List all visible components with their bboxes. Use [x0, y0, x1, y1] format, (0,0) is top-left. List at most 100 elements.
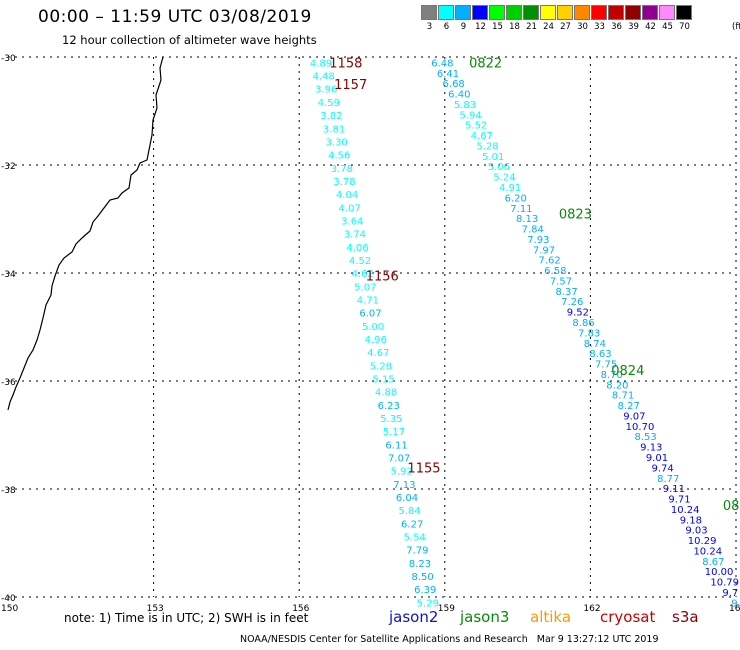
color-swatch [421, 5, 437, 20]
swh-value-label: 4.59 [318, 98, 340, 109]
swh-value-label: 10.70 [626, 422, 655, 433]
swh-value-label: 9.71 [668, 495, 690, 506]
swh-value-label: 8.67 [702, 557, 724, 568]
swh-value-label: 5.35 [380, 414, 402, 425]
legend-jason2: jason2 [389, 608, 439, 626]
swh-value-label: 3.64 [341, 216, 363, 227]
swh-value-label: 7.26 [561, 297, 583, 308]
swh-value-label: 8.20 [606, 380, 628, 391]
color-swatch [625, 5, 641, 20]
swh-value-label: 8.13 [516, 214, 538, 225]
swh-value-label: 5.54 [404, 533, 426, 544]
swh-value-label: 9.03 [685, 526, 707, 537]
lat-tick-label: -32 [1, 162, 16, 172]
swh-value-label: 10.24 [693, 546, 722, 557]
color-label: 3 [426, 22, 433, 32]
color-label: 15 [492, 22, 503, 32]
color-label: 18 [509, 22, 520, 32]
swh-value-label: 7.83 [578, 328, 600, 339]
swh-value-label: 4.06 [346, 243, 368, 254]
swh-value-label: 8.71 [612, 391, 634, 402]
color-swatch [676, 5, 692, 20]
swh-value-label: 4.48 [313, 72, 335, 83]
swh-value-label: 9.13 [640, 443, 662, 454]
swh-value-label: 4.67 [367, 348, 389, 359]
swh-value-label: 5.00 [362, 322, 384, 333]
swh-value-label: 4.62 [352, 269, 374, 280]
color-swatch [540, 5, 556, 20]
swh-value-label: 7.13 [393, 480, 415, 491]
color-swatch [557, 5, 573, 20]
swh-value-label: 9. [731, 598, 740, 609]
swh-value-label: 4.56 [328, 151, 350, 162]
swh-value-label: 5.29 [417, 598, 439, 609]
swh-value-label: 6.23 [378, 401, 400, 412]
color-label: 30 [577, 22, 588, 32]
color-label: 9 [460, 22, 467, 32]
color-swatch [506, 5, 522, 20]
swh-value-label: 5.01 [482, 152, 504, 163]
swh-value-label: 7.93 [527, 235, 549, 246]
swh-value-label: 6.20 [505, 193, 527, 204]
swh-value-label: 10.00 [705, 567, 734, 578]
swh-value-label: 6.27 [401, 519, 423, 530]
swh-value-label: 9.07 [623, 411, 645, 422]
page-subtitle: 12 hour collection of altimeter wave hei… [62, 33, 317, 47]
color-scale-bar [421, 5, 693, 20]
color-swatch [642, 5, 658, 20]
pass-time-label: 0823 [559, 208, 592, 223]
swh-value-label: 5.06 [488, 162, 510, 173]
swh-value-label: 6.68 [443, 79, 465, 90]
swh-value-label: 3.30 [326, 137, 348, 148]
pass-time-label: 1155 [407, 461, 440, 476]
color-label: 21 [526, 22, 537, 32]
legend-note: note: 1) Time is in UTC; 2) SWH is in fe… [64, 611, 309, 625]
legend-altika: altika [530, 608, 572, 626]
pass-time-label: 1156 [366, 270, 399, 285]
swh-value-label: 5.07 [354, 282, 376, 293]
swh-value-label: 6.48 [431, 58, 453, 69]
pass-time-label: 0822 [469, 56, 502, 71]
swh-value-label: 8.86 [572, 318, 594, 329]
swh-value-label: 4.04 [336, 190, 358, 201]
color-label: 42 [645, 22, 656, 32]
legend-jason3: jason3 [460, 608, 510, 626]
swh-value-label: 6.58 [544, 266, 566, 277]
swh-value-label: 6.39 [414, 585, 436, 596]
lon-tick-label: 165 [729, 604, 740, 614]
swh-value-label: 3.78 [333, 177, 355, 188]
swh-value-label: 10.24 [671, 505, 700, 516]
lon-tick-label: 162 [583, 604, 600, 614]
swh-value-label: 6.40 [448, 90, 470, 101]
credit-timestamp: Mar 9 13:27:12 UTC 2019 [536, 634, 659, 645]
swh-value-label: 9.18 [680, 515, 702, 526]
lon-tick-label: 150 [1, 604, 18, 614]
swh-value-label: 9.01 [646, 453, 668, 464]
lon-tick-label: 153 [147, 604, 164, 614]
swh-value-label: 6.04 [396, 493, 418, 504]
swh-value-label: 8.23 [409, 559, 431, 570]
swh-value-label: 6.07 [359, 309, 381, 320]
color-swatch [455, 5, 471, 20]
swh-value-label: 5.92 [391, 467, 413, 478]
swh-value-label: 8.53 [635, 432, 657, 443]
swh-value-label: 6.41 [437, 69, 459, 80]
swh-value-label: 5.17 [383, 427, 405, 438]
color-label: 33 [594, 22, 605, 32]
color-swatch [523, 5, 539, 20]
color-label: 70 [679, 22, 690, 32]
swh-value-label: 3.74 [344, 230, 366, 241]
lat-tick-label: -38 [1, 486, 16, 496]
swh-value-label: 10.29 [688, 536, 717, 547]
pass-time-label: 1157 [334, 78, 367, 93]
swh-value-label: 8.37 [555, 287, 577, 298]
color-swatch [608, 5, 624, 20]
swh-value-label: 5.52 [465, 121, 487, 132]
swh-value-label: 3.96 [315, 85, 337, 96]
color-label: 36 [611, 22, 622, 32]
swh-value-label: 8.63 [589, 349, 611, 360]
swh-value-label: 9.74 [651, 463, 673, 474]
color-swatch [438, 5, 454, 20]
swh-value-label: 5.94 [459, 110, 481, 121]
